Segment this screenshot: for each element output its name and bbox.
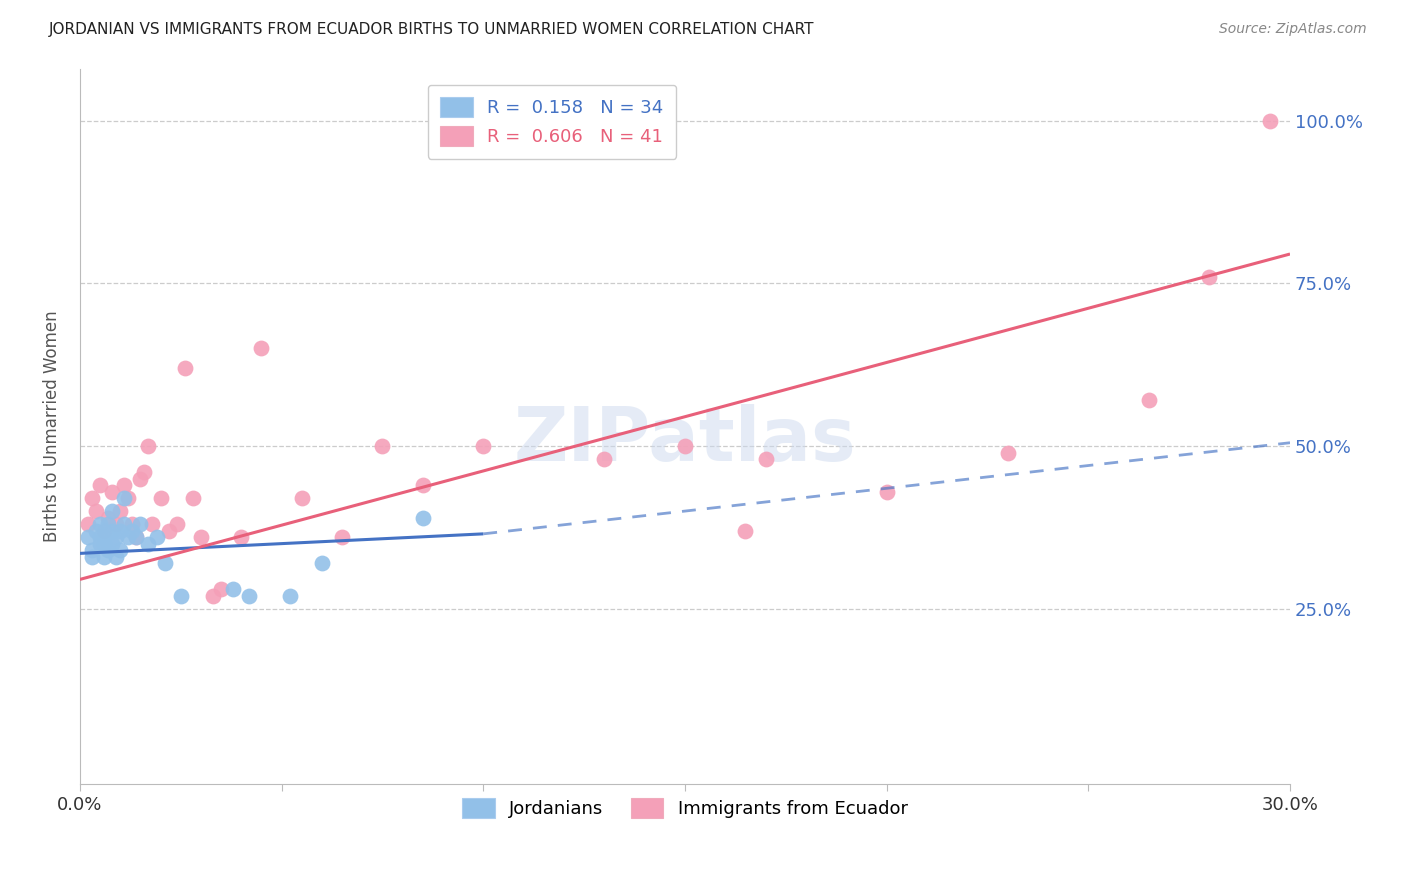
Point	[1137, 393, 1160, 408]
Point	[93, 549, 115, 564]
Point	[173, 360, 195, 375]
Point	[876, 484, 898, 499]
Point	[84, 504, 107, 518]
Point	[89, 536, 111, 550]
Point	[77, 517, 100, 532]
Point	[112, 517, 135, 532]
Point	[190, 530, 212, 544]
Point	[112, 491, 135, 505]
Point	[77, 530, 100, 544]
Point	[291, 491, 314, 505]
Point	[89, 478, 111, 492]
Text: JORDANIAN VS IMMIGRANTS FROM ECUADOR BIRTHS TO UNMARRIED WOMEN CORRELATION CHART: JORDANIAN VS IMMIGRANTS FROM ECUADOR BIR…	[49, 22, 814, 37]
Text: ZIPatlas: ZIPatlas	[513, 404, 856, 477]
Point	[80, 491, 103, 505]
Point	[278, 589, 301, 603]
Point	[145, 530, 167, 544]
Point	[129, 517, 152, 532]
Point	[734, 524, 756, 538]
Point	[93, 530, 115, 544]
Point	[105, 549, 128, 564]
Point	[170, 589, 193, 603]
Point	[105, 517, 128, 532]
Point	[238, 589, 260, 603]
Point	[138, 536, 160, 550]
Point	[141, 517, 163, 532]
Y-axis label: Births to Unmarried Women: Births to Unmarried Women	[44, 310, 60, 542]
Point	[166, 517, 188, 532]
Point	[97, 517, 120, 532]
Point	[153, 556, 176, 570]
Point	[101, 504, 124, 518]
Point	[472, 439, 495, 453]
Point	[117, 530, 139, 544]
Legend: Jordanians, Immigrants from Ecuador: Jordanians, Immigrants from Ecuador	[456, 791, 915, 825]
Point	[125, 530, 148, 544]
Point	[209, 582, 232, 597]
Point	[330, 530, 353, 544]
Text: Source: ZipAtlas.com: Source: ZipAtlas.com	[1219, 22, 1367, 37]
Point	[121, 517, 143, 532]
Point	[250, 342, 273, 356]
Point	[84, 524, 107, 538]
Point	[108, 524, 131, 538]
Point	[89, 517, 111, 532]
Point	[311, 556, 333, 570]
Point	[231, 530, 253, 544]
Point	[93, 524, 115, 538]
Point	[134, 465, 156, 479]
Point	[108, 543, 131, 558]
Point	[138, 439, 160, 453]
Point	[93, 536, 115, 550]
Point	[97, 510, 120, 524]
Point	[121, 524, 143, 538]
Point	[1198, 269, 1220, 284]
Point	[105, 530, 128, 544]
Point	[97, 543, 120, 558]
Point	[157, 524, 180, 538]
Point	[593, 452, 616, 467]
Point	[112, 478, 135, 492]
Point	[412, 478, 434, 492]
Point	[755, 452, 778, 467]
Point	[201, 589, 224, 603]
Point	[80, 549, 103, 564]
Point	[101, 484, 124, 499]
Point	[673, 439, 696, 453]
Point	[181, 491, 204, 505]
Point	[1258, 113, 1281, 128]
Point	[149, 491, 172, 505]
Point	[129, 471, 152, 485]
Point	[80, 543, 103, 558]
Point	[371, 439, 394, 453]
Point	[997, 445, 1019, 459]
Point	[101, 524, 124, 538]
Point	[108, 504, 131, 518]
Point	[125, 530, 148, 544]
Point	[412, 510, 434, 524]
Point	[222, 582, 245, 597]
Point	[101, 536, 124, 550]
Point	[117, 491, 139, 505]
Point	[89, 530, 111, 544]
